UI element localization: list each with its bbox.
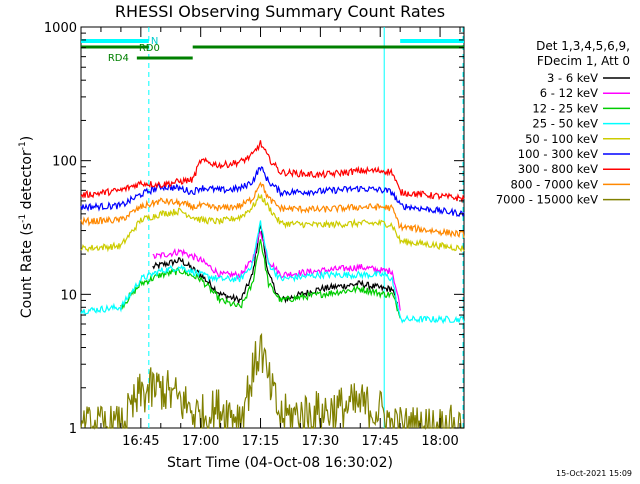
axis-ticks: 1 10 100 1000 16:45 17:00 17:15 17:30 17:45 18:00 [44,21,464,449]
series-line-8 [80,332,464,431]
chart-title: RHESSI Observing Summary Count Rates [115,2,445,21]
legend-label-2: 12 - 25 keV [532,101,598,115]
x-tick-label: 16:45 [122,434,159,449]
x-tick-label: 18:00 [421,434,458,449]
rd4-label: RD4 [108,53,129,64]
timestamp: 15-Oct-2021 15:09 [556,469,632,478]
legend-label-0: 3 - 6 keV [547,71,598,85]
series-line-4 [80,192,465,253]
plot-markers [148,27,464,428]
series-layer [80,140,465,431]
series-line-6 [80,140,465,204]
x-tick-label: 17:15 [242,434,279,449]
legend-label-4: 50 - 100 keV [525,132,598,146]
legend-header-line1: Det 1,3,4,5,6,9, [536,39,630,53]
legend-label-3: 25 - 50 keV [532,117,598,131]
x-axis-label: Start Time (04-Oct-08 16:30:02) [167,455,393,471]
rd0-label: RD0 [139,43,160,54]
series-line-5 [80,166,465,218]
y-axis-label: Count Rate (s-1 detector-1) [18,136,35,318]
series-line-1 [152,230,401,311]
plot-area [80,26,465,429]
legend-label-8: 7000 - 15000 keV [496,193,598,207]
legend-label-6: 300 - 800 keV [518,162,598,176]
legend-label-1: 6 - 12 keV [540,86,598,100]
x-tick-label: 17:45 [361,434,398,449]
y-tick-label: 1000 [44,21,77,36]
legend-label-5: 100 - 300 keV [518,147,598,161]
series-line-3 [80,220,465,325]
series-line-2 [120,239,401,319]
series-line-7 [80,181,465,239]
x-tick-label: 17:30 [302,434,339,449]
y-tick-label: 10 [60,288,77,303]
x-tick-label: 17:00 [182,434,219,449]
legend-header-line2: FDecim 1, Att 0 [537,54,630,68]
legend-label-7: 800 - 7000 keV [510,177,598,191]
series-line-0 [152,224,401,318]
y-tick-label: 1 [69,422,77,437]
y-tick-label: 100 [52,155,77,170]
saa-label: N [151,36,158,47]
legend: Det 1,3,4,5,6,9, FDecim 1, Att 0 3 - 6 k… [496,39,630,207]
